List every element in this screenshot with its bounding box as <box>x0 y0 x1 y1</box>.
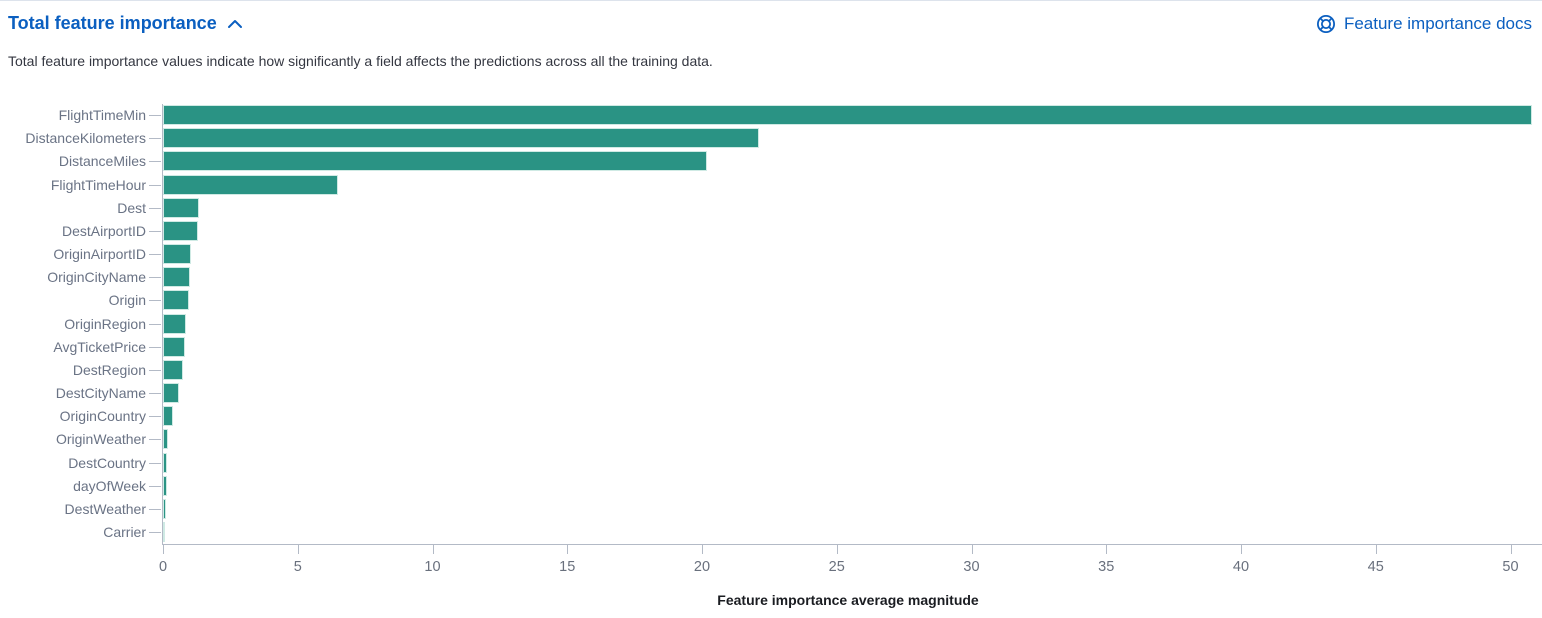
bar <box>163 267 190 288</box>
section-description: Total feature importance values indicate… <box>8 53 713 69</box>
y-axis-label: AvgTicketPrice <box>53 338 146 355</box>
y-axis-label: Dest <box>117 199 146 216</box>
documentation-lifebuoy-icon <box>1316 14 1336 34</box>
x-axis-tick <box>1375 545 1377 554</box>
y-axis-tick <box>149 416 161 418</box>
y-axis-tick <box>149 254 161 256</box>
x-tick-label: 15 <box>559 559 576 575</box>
x-axis-tick <box>297 545 299 554</box>
y-axis-label: dayOfWeek <box>73 477 146 494</box>
y-axis-tick <box>149 323 161 325</box>
y-axis-tick <box>149 346 161 348</box>
docs-link-label: Feature importance docs <box>1343 14 1532 33</box>
x-tick-label: 35 <box>1098 559 1115 575</box>
y-axis-tick <box>149 439 161 441</box>
feature-importance-docs-link[interactable]: Feature importance docs <box>1316 14 1532 34</box>
y-axis-tick <box>149 393 161 395</box>
bar <box>163 336 186 357</box>
y-axis-label: OriginAirportID <box>53 246 146 263</box>
bar <box>163 151 708 172</box>
section-toggle-button[interactable]: Total feature importance <box>8 13 243 34</box>
bar <box>163 359 184 380</box>
bar <box>163 313 187 334</box>
bar <box>163 498 166 519</box>
bar <box>163 452 168 473</box>
y-axis-label: OriginCityName <box>47 269 146 286</box>
x-tick-label: 25 <box>828 559 845 575</box>
y-axis-label: DestCityName <box>55 385 146 402</box>
x-axis-tick <box>971 545 973 554</box>
y-axis-tick <box>149 230 161 232</box>
y-axis-label: DestCountry <box>68 454 146 471</box>
x-tick-label: 0 <box>158 559 168 575</box>
x-tick-label: 10 <box>424 559 441 575</box>
y-axis-label: Origin <box>108 292 146 309</box>
bar <box>163 406 174 427</box>
bar <box>163 174 339 195</box>
y-axis-tick <box>149 184 161 186</box>
section-title: Total feature importance <box>8 13 217 33</box>
y-axis-label: DestRegion <box>72 361 146 378</box>
bar <box>163 197 199 218</box>
bar <box>163 220 199 241</box>
y-axis-tick <box>149 508 161 510</box>
y-axis-label: DestWeather <box>64 500 146 517</box>
y-axis-label: FlightTimeMin <box>58 107 146 123</box>
x-tick-label: 30 <box>963 559 980 575</box>
x-tick-label: 50 <box>1502 559 1519 575</box>
x-axis-tick <box>1106 545 1108 554</box>
y-axis-tick <box>149 207 161 209</box>
bar <box>163 290 190 311</box>
y-axis-label: OriginRegion <box>64 315 146 332</box>
y-axis-label: DistanceKilometers <box>25 130 146 147</box>
y-axis-tick <box>149 485 161 487</box>
x-tick-label: 5 <box>293 559 302 575</box>
x-axis-tick <box>836 545 838 554</box>
y-axis-line <box>162 104 163 544</box>
y-axis-label: FlightTimeHour <box>50 176 146 193</box>
y-axis-label: OriginCountry <box>59 408 146 425</box>
y-axis-tick <box>149 369 161 371</box>
bar <box>163 244 192 265</box>
y-axis-tick <box>149 462 161 464</box>
y-axis-label: DestAirportID <box>61 222 146 239</box>
x-axis-line <box>162 544 1542 545</box>
y-axis-tick <box>149 138 161 140</box>
x-tick-label: 20 <box>693 559 711 575</box>
x-tick-label: 40 <box>1232 559 1250 575</box>
x-axis-tick <box>1241 545 1242 554</box>
y-axis-tick <box>149 277 161 279</box>
bar <box>163 475 167 496</box>
chevron-up-icon <box>227 19 243 29</box>
x-axis-title: Feature importance average magnitude <box>717 592 979 608</box>
x-tick-label: 45 <box>1367 559 1384 575</box>
bar <box>163 128 759 149</box>
y-axis-label: OriginWeather <box>55 431 146 448</box>
x-axis-tick <box>163 545 164 554</box>
y-axis-tick <box>149 300 161 302</box>
x-axis-tick <box>702 545 703 554</box>
bar <box>163 105 1533 125</box>
y-axis-tick <box>149 115 161 116</box>
bar <box>163 429 168 450</box>
y-axis-tick <box>149 161 161 163</box>
y-axis-label: DistanceMiles <box>58 153 146 170</box>
y-axis-label: Carrier <box>103 524 146 541</box>
y-axis-tick <box>149 532 161 534</box>
x-axis-tick <box>567 545 569 554</box>
bar <box>163 383 179 404</box>
x-axis-tick <box>1510 545 1512 554</box>
bar <box>163 522 165 543</box>
x-axis-tick <box>432 545 434 554</box>
